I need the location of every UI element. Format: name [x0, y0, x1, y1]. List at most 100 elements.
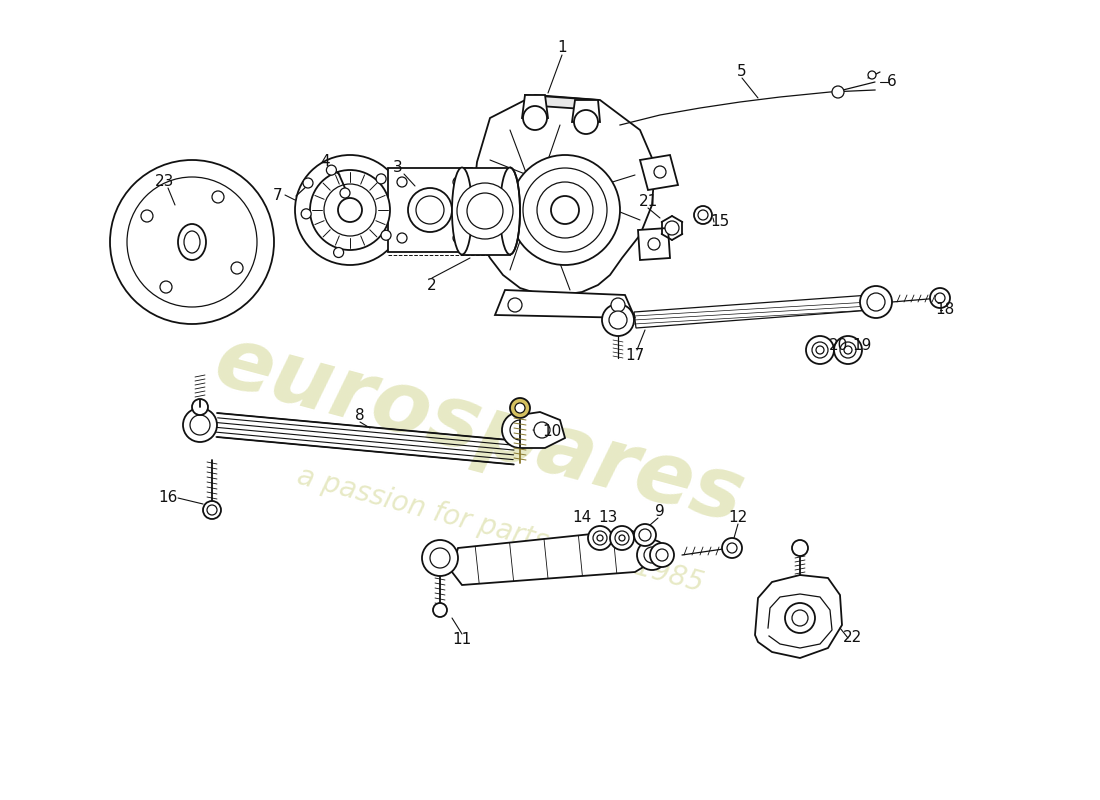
Text: 6: 6 — [887, 74, 896, 90]
Circle shape — [433, 603, 447, 617]
Circle shape — [832, 86, 844, 98]
Text: 14: 14 — [572, 510, 592, 526]
Circle shape — [610, 298, 625, 312]
Circle shape — [602, 304, 634, 336]
Circle shape — [648, 238, 660, 250]
Circle shape — [110, 160, 274, 324]
Circle shape — [639, 529, 651, 541]
Circle shape — [515, 403, 525, 413]
Circle shape — [381, 230, 390, 240]
Circle shape — [650, 543, 674, 567]
Circle shape — [656, 549, 668, 561]
Circle shape — [510, 420, 530, 440]
Polygon shape — [495, 290, 635, 318]
Polygon shape — [525, 95, 598, 110]
Polygon shape — [522, 95, 548, 118]
Circle shape — [376, 174, 386, 184]
Circle shape — [522, 168, 607, 252]
Circle shape — [192, 399, 208, 415]
Circle shape — [204, 501, 221, 519]
Circle shape — [644, 547, 660, 563]
Circle shape — [654, 166, 666, 178]
Polygon shape — [388, 168, 472, 252]
Circle shape — [430, 548, 450, 568]
Text: 1: 1 — [558, 41, 566, 55]
Polygon shape — [634, 295, 872, 328]
Ellipse shape — [184, 231, 200, 253]
Circle shape — [141, 210, 153, 222]
Circle shape — [468, 193, 503, 229]
Text: 16: 16 — [158, 490, 178, 506]
Circle shape — [844, 346, 852, 354]
Circle shape — [867, 293, 886, 311]
Circle shape — [785, 603, 815, 633]
Circle shape — [456, 183, 513, 239]
Circle shape — [126, 177, 257, 307]
Circle shape — [333, 247, 343, 258]
Ellipse shape — [452, 167, 472, 254]
Circle shape — [338, 198, 362, 222]
Circle shape — [453, 177, 463, 187]
Circle shape — [397, 177, 407, 187]
Text: 12: 12 — [728, 510, 748, 526]
Circle shape — [698, 210, 708, 220]
Circle shape — [408, 188, 452, 232]
Circle shape — [502, 412, 538, 448]
Circle shape — [310, 170, 390, 250]
Circle shape — [422, 540, 458, 576]
Text: 3: 3 — [393, 161, 403, 175]
Circle shape — [324, 184, 376, 236]
Polygon shape — [473, 95, 654, 295]
Text: 4: 4 — [320, 154, 330, 170]
Circle shape — [416, 196, 444, 224]
Circle shape — [722, 538, 742, 558]
Circle shape — [340, 188, 350, 198]
Circle shape — [816, 346, 824, 354]
Polygon shape — [638, 228, 670, 260]
Text: 19: 19 — [852, 338, 871, 353]
Polygon shape — [452, 530, 654, 585]
Circle shape — [574, 110, 598, 134]
Circle shape — [792, 540, 808, 556]
Circle shape — [792, 610, 808, 626]
Text: 21: 21 — [638, 194, 658, 210]
Circle shape — [812, 342, 828, 358]
Circle shape — [551, 196, 579, 224]
Circle shape — [593, 531, 607, 545]
Text: 20: 20 — [828, 338, 848, 353]
Text: 22: 22 — [843, 630, 861, 646]
Text: 7: 7 — [273, 187, 283, 202]
Text: 10: 10 — [542, 425, 562, 439]
Text: 9: 9 — [656, 505, 664, 519]
Text: 18: 18 — [935, 302, 955, 318]
Circle shape — [637, 540, 667, 570]
Circle shape — [840, 342, 856, 358]
Circle shape — [834, 336, 862, 364]
Text: 8: 8 — [355, 407, 365, 422]
Circle shape — [510, 398, 530, 418]
Text: 2: 2 — [427, 278, 437, 293]
Circle shape — [806, 336, 834, 364]
Circle shape — [537, 182, 593, 238]
Text: eurospares: eurospares — [207, 319, 754, 541]
Circle shape — [868, 71, 876, 79]
Circle shape — [860, 286, 892, 318]
Text: a passion for parts since 1985: a passion for parts since 1985 — [294, 462, 706, 598]
Circle shape — [207, 505, 217, 515]
Ellipse shape — [178, 224, 206, 260]
Polygon shape — [572, 100, 600, 122]
Circle shape — [301, 209, 311, 219]
Text: 23: 23 — [155, 174, 175, 190]
Circle shape — [508, 298, 522, 312]
Circle shape — [609, 311, 627, 329]
Polygon shape — [462, 168, 510, 255]
Circle shape — [183, 408, 217, 442]
Circle shape — [610, 526, 634, 550]
Text: 5: 5 — [737, 65, 747, 79]
Circle shape — [295, 155, 405, 265]
Polygon shape — [640, 155, 678, 190]
Circle shape — [510, 155, 620, 265]
Text: 11: 11 — [452, 633, 472, 647]
Circle shape — [619, 535, 625, 541]
Circle shape — [327, 165, 337, 175]
